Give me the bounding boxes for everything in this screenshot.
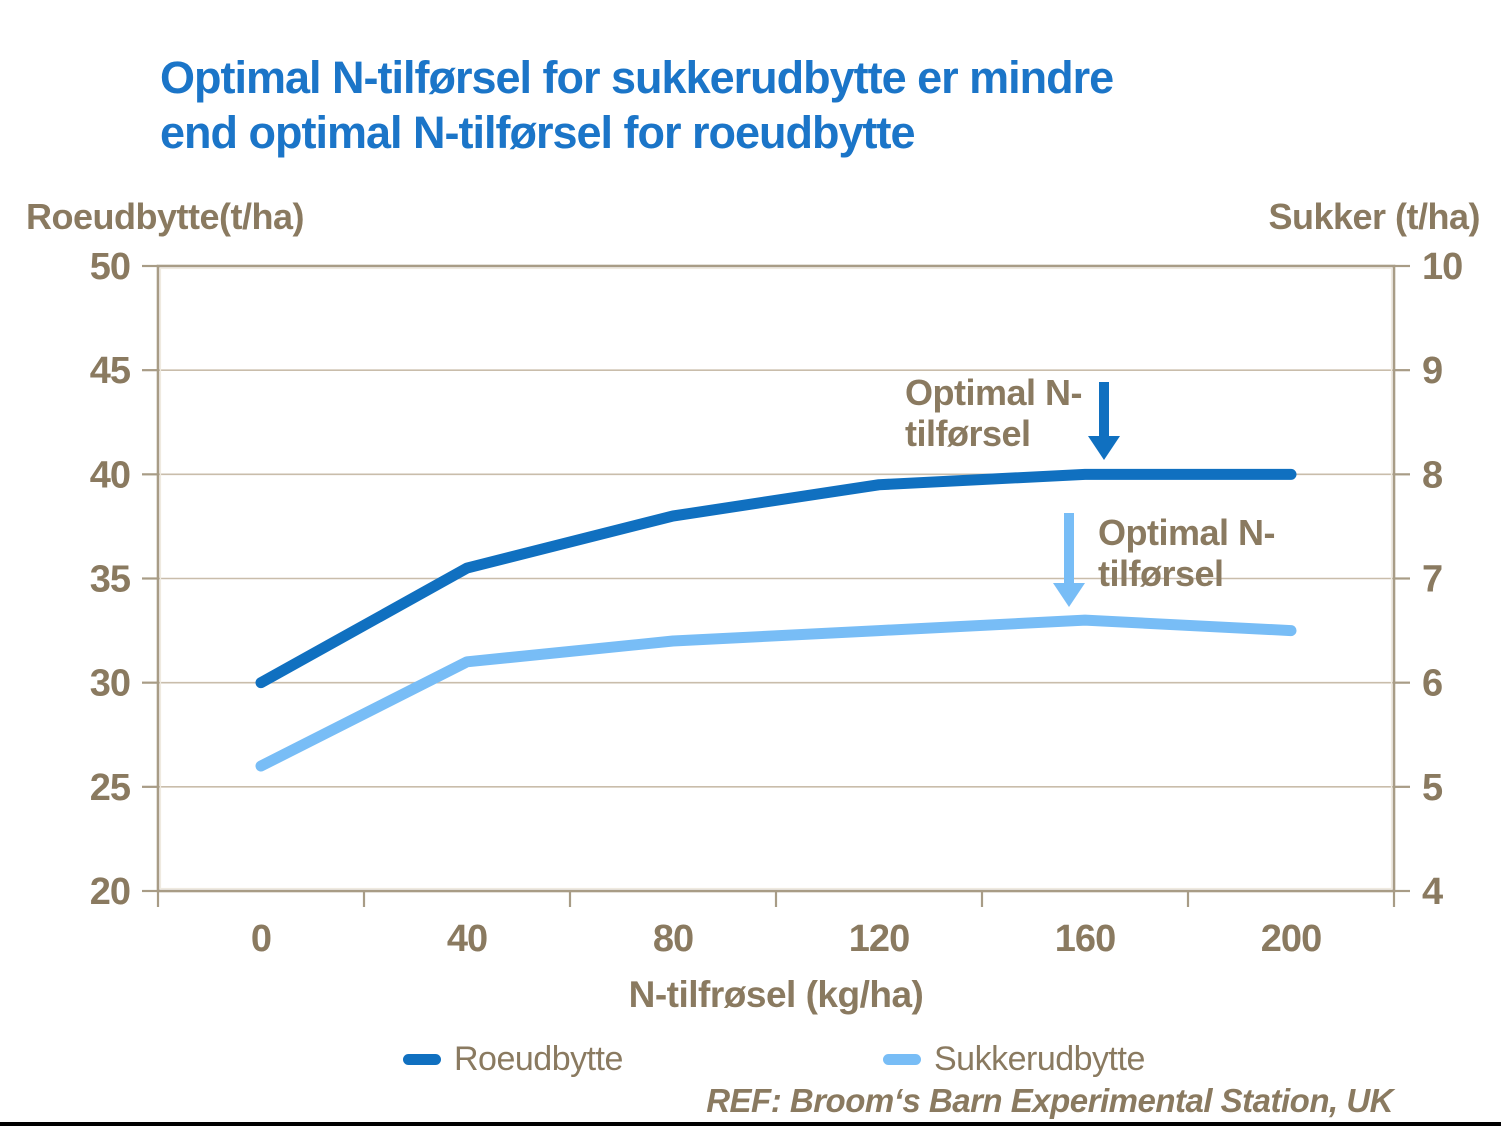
arrow-head	[1053, 583, 1085, 607]
legend-label-sukkerudbytte: Sukkerudbytte	[934, 1040, 1145, 1078]
x-axis-tick-label: 40	[447, 918, 487, 960]
left-axis-tick-label: 20	[90, 871, 130, 913]
left-axis-tick-label: 45	[90, 350, 131, 392]
right-axis-tick-label: 10	[1422, 246, 1462, 288]
annotation-roeudbytte-optimal-n: Optimal N- tilførsel	[905, 372, 1083, 454]
legend-label-roeudbytte: Roeudbytte	[454, 1040, 623, 1078]
annotation-sukkerudbytte-optimal-n: Optimal N- tilførsel	[1098, 512, 1276, 594]
series-line-roeudbytte	[255, 468, 1297, 689]
annotation-line1: Optimal N-	[1098, 512, 1276, 553]
chart-title: Optimal N-tilførsel for sukkerudbytte er…	[160, 50, 1114, 160]
legend-swatch-sukkerudbytte	[883, 1054, 921, 1065]
right-axis-tick-label: 7	[1422, 559, 1442, 601]
x-axis-tick-label: 0	[251, 918, 271, 960]
left-axis-tick-label: 40	[90, 454, 130, 496]
right-axis-tick-label: 8	[1422, 454, 1442, 496]
right-axis-tick-label: 5	[1422, 767, 1443, 809]
x-axis-title: N-tilfrøsel (kg/ha)	[628, 974, 924, 1015]
legend-item-sukkerudbytte: Sukkerudbytte	[883, 1040, 1145, 1079]
arrow-head	[1088, 436, 1120, 460]
right-axis-tick-label: 4	[1422, 871, 1443, 913]
legend-swatch-roeudbytte	[403, 1054, 441, 1065]
optimal-n-arrow-sukkerudbytte	[1053, 513, 1085, 607]
chart-title-line2: end optimal N-tilførsel for roeudbytte	[160, 107, 916, 158]
chart-title-line1: Optimal N-tilførsel for sukkerudbytte er…	[160, 52, 1114, 103]
slide-bottom-edge	[0, 1122, 1501, 1126]
annotation-line2: tilførsel	[905, 413, 1031, 454]
left-axis-tick-label: 35	[90, 559, 131, 601]
right-axis-title: Sukker (t/ha)	[1268, 196, 1480, 237]
left-axis-tick-label: 50	[90, 246, 130, 288]
x-axis-tick-label: 120	[849, 918, 909, 960]
x-axis-tick-label: 160	[1055, 918, 1115, 960]
optimal-n-arrow-roeudbytte	[1088, 382, 1120, 460]
plot-border-inner	[159, 267, 1393, 890]
reference-text: REF: Broom‘s Barn Experimental Station, …	[706, 1082, 1393, 1119]
annotation-line2: tilførsel	[1098, 553, 1224, 594]
left-axis-title: Roeudbytte(t/ha)	[26, 196, 304, 237]
left-axis-tick-label: 25	[90, 767, 131, 809]
x-axis-tick-label: 80	[653, 918, 693, 960]
right-axis-tick-label: 6	[1422, 663, 1442, 705]
legend-item-roeudbytte: Roeudbytte	[403, 1040, 623, 1079]
right-axis-tick-label: 9	[1422, 350, 1442, 392]
series-line-sukkerudbytte	[255, 614, 1297, 772]
annotation-line1: Optimal N-	[905, 372, 1083, 413]
left-axis-tick-label: 30	[90, 663, 130, 705]
x-axis-tick-label: 200	[1261, 918, 1321, 960]
axis-ticks	[142, 264, 1410, 907]
